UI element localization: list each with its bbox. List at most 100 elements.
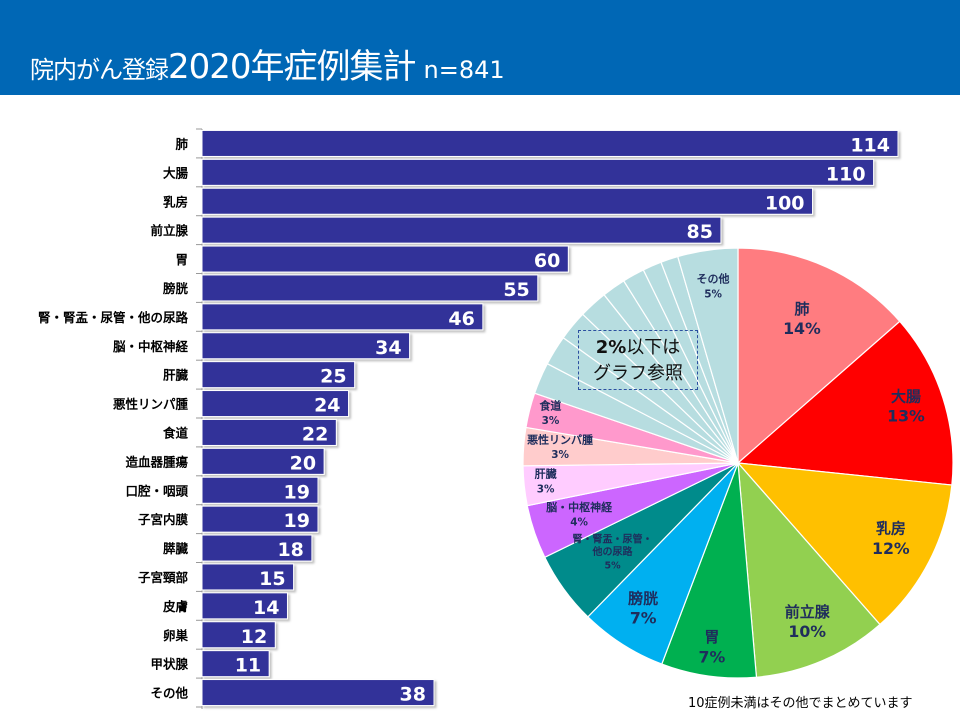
bar — [201, 563, 295, 591]
pie-slice-label: 悪性リンパ腫 3% — [527, 432, 593, 461]
title-n: n=841 — [423, 56, 505, 84]
category-label: 食道 — [162, 425, 189, 440]
pie-slice-percent: 7% — [699, 647, 726, 666]
pie-slice-name: 乳房 — [876, 520, 906, 538]
bar-value-label: 19 — [284, 481, 310, 503]
bar — [201, 650, 270, 678]
category-label: 乳房 — [163, 194, 188, 209]
category-label: 肝臓 — [163, 368, 189, 383]
category-label: 口腔・咽頭 — [125, 483, 188, 498]
bar-value-label: 100 — [765, 192, 805, 214]
bar — [201, 390, 350, 418]
bar — [201, 245, 569, 273]
callout-line-1: 2%以下は — [579, 335, 697, 361]
category-label: その他 — [150, 686, 188, 701]
pie-slice-name: 膀胱 — [628, 589, 658, 607]
bar — [201, 592, 288, 620]
pie-slice-label: 大腸 13% — [887, 387, 925, 425]
pie-slice-label: その他 5% — [697, 271, 730, 300]
callout-bold: 2% — [595, 337, 627, 358]
bar-value-label: 38 — [400, 684, 426, 706]
bar — [201, 361, 356, 389]
bar-value-label: 85 — [686, 221, 712, 243]
title-main: 2020年症例集計 — [168, 47, 417, 87]
bar-value-label: 20 — [290, 452, 316, 474]
pie-slice-name: 脳・中枢神経 — [546, 500, 613, 514]
pie-slice-percent: 14% — [783, 319, 821, 338]
bar-value-label: 19 — [284, 510, 310, 532]
bar — [201, 534, 313, 562]
bar-value-label: 25 — [320, 366, 346, 388]
category-label: 皮膚 — [162, 599, 188, 614]
pie-slice — [737, 247, 901, 465]
pie-slice-label: 肝臓 3% — [535, 467, 557, 496]
pie-slice-percent: 7% — [630, 609, 657, 628]
bar-value-label: 110 — [826, 163, 866, 185]
pie-slice-percent: 5% — [704, 288, 722, 300]
bar-chart: 肺 114 大腸 110 乳房 100 前立腺 85 胃 60 膀胱 55 腎・腎盂・尿管・他の尿路 46… — [38, 128, 899, 709]
bar — [201, 303, 484, 331]
pie-slice-percent: 3% — [537, 483, 555, 495]
bar — [201, 129, 899, 157]
category-label: 甲状腺 — [150, 657, 188, 672]
category-label: 前立腺 — [150, 223, 188, 238]
category-label: 造血器腫瘍 — [125, 454, 188, 469]
pie-slice-percent: 4% — [570, 517, 588, 529]
category-label: 膵臓 — [163, 541, 189, 556]
pie-slice-name: 大腸 — [891, 387, 921, 405]
category-label: 大腸 — [163, 165, 189, 180]
category-label: 子宮頸部 — [138, 570, 189, 585]
pie-slice-percent: 13% — [887, 407, 925, 426]
pie-callout-box: 2%以下は グラフ参照 — [578, 330, 698, 390]
bar — [201, 418, 337, 446]
page-title: 院内がん登録2020年症例集計 n=841 — [30, 50, 505, 84]
bar-value-label: 15 — [259, 568, 285, 590]
pie-slice-name: 腎・腎盂・尿管・ — [573, 533, 653, 546]
bar — [201, 621, 276, 649]
category-label: 子宮内膜 — [138, 512, 189, 527]
pie-slice-label: 前立腺 10% — [785, 603, 831, 641]
pie-slice-label: 乳房 12% — [872, 520, 910, 558]
pie-slice-label: 胃 7% — [699, 628, 726, 666]
pie-slice-label: 食道 3% — [539, 398, 561, 427]
bar — [201, 447, 325, 475]
title-prefix: 院内がん登録 — [30, 56, 169, 84]
callout-rest: 以下は — [626, 337, 681, 358]
pie-slice-name: 前立腺 — [785, 603, 831, 621]
pie-slice-percent: 3% — [542, 415, 560, 427]
pie-slice-name: 胃 — [704, 628, 719, 646]
category-label: 胃 — [175, 252, 188, 267]
pie-slice-name: 肺 — [794, 300, 809, 318]
bar-value-label: 24 — [314, 395, 340, 417]
pie-slice-percent: 12% — [872, 539, 910, 558]
pie-slice — [737, 461, 881, 678]
pie-slice-label: 膀胱 7% — [628, 589, 658, 627]
pie-slice-name: その他 — [697, 271, 730, 285]
category-label: 卵巣 — [163, 628, 189, 643]
header-bar: 院内がん登録2020年症例集計 n=841 — [0, 0, 960, 95]
pie-slice-name: 食道 — [539, 398, 561, 412]
bar — [201, 187, 814, 215]
bar-value-label: 12 — [241, 626, 267, 648]
category-label: 腎・腎盂・尿管・他の尿路 — [38, 310, 189, 325]
bar — [201, 476, 319, 504]
category-label: 肺 — [175, 136, 188, 151]
bar-value-label: 55 — [503, 279, 529, 301]
bar — [201, 274, 539, 302]
pie-slice-percent: 5% — [604, 561, 621, 572]
pie-slice — [736, 462, 953, 626]
bar — [201, 158, 875, 186]
bar — [201, 216, 722, 244]
pie-slice-name: 他の尿路 — [592, 545, 634, 558]
category-label: 脳・中枢神経 — [113, 339, 189, 354]
pie-slice-label: 肺 14% — [783, 300, 821, 338]
pie-slice-percent: 10% — [788, 622, 826, 641]
category-label: 膀胱 — [162, 281, 189, 296]
pie-chart: 肺 14%大腸 13%乳房 12%前立腺 10%胃 7%膀胱 7%腎・腎盂・尿管・他の尿路 5… — [522, 247, 954, 679]
bar-value-label: 18 — [277, 539, 303, 561]
footnote: 10症例未満はその他でまとめています — [688, 696, 913, 711]
bar-value-label: 114 — [850, 134, 890, 156]
pie-slice-label: 腎・腎盂・尿管・他の尿路 5% — [573, 533, 653, 572]
bar-value-label: 22 — [302, 423, 328, 445]
pie-slice-name: 悪性リンパ腫 — [527, 432, 593, 446]
